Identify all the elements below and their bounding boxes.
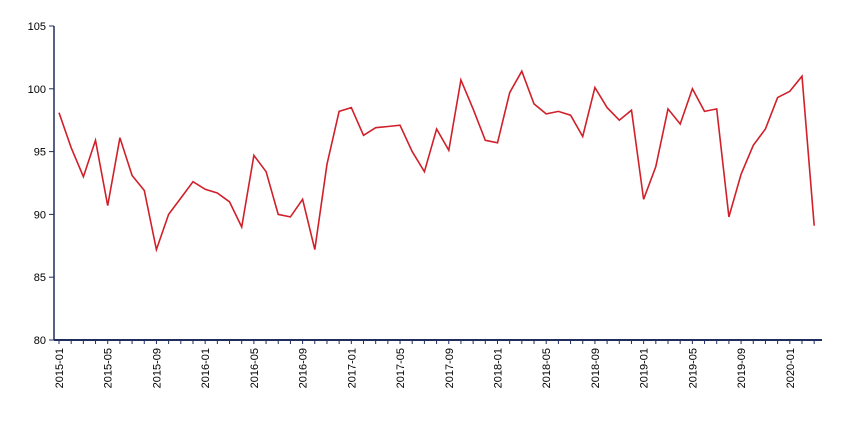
x-tick-label: 2016-09 bbox=[298, 348, 310, 388]
x-tick-label: 2019-01 bbox=[639, 348, 651, 388]
y-axis: 80 85 90 95 100 105 bbox=[28, 21, 55, 347]
x-axis: 2015-01 2015-05 2015-09 2016-01 2016-05 2016-… bbox=[54, 339, 822, 388]
x-tick-label: 2015-01 bbox=[54, 348, 66, 388]
y-tick-label: 80 bbox=[34, 335, 46, 347]
y-tick-label: 85 bbox=[34, 272, 46, 284]
x-tick-label: 2020-01 bbox=[785, 348, 797, 388]
x-tick-label: 2015-05 bbox=[103, 348, 115, 388]
x-tick-label: 2018-05 bbox=[541, 348, 553, 388]
y-tick-label: 100 bbox=[28, 84, 46, 96]
x-tick-label: 2019-09 bbox=[736, 348, 748, 388]
series-layer bbox=[58, 69, 815, 253]
y-tick-label: 90 bbox=[34, 209, 46, 221]
y-tick-label: 105 bbox=[28, 21, 46, 33]
x-tick-label: 2015-09 bbox=[151, 348, 163, 388]
x-tick-label: 2019-05 bbox=[687, 348, 699, 388]
x-tick-label: 2017-09 bbox=[444, 348, 456, 388]
series-line bbox=[58, 69, 815, 253]
x-tick-label: 2017-05 bbox=[395, 348, 407, 388]
x-tick-label: 2016-01 bbox=[200, 348, 212, 388]
x-tick-label: 2018-01 bbox=[492, 348, 504, 388]
x-tick-label: 2017-01 bbox=[346, 348, 358, 388]
x-tick-label: 2018-09 bbox=[590, 348, 602, 388]
y-tick-label: 95 bbox=[34, 147, 46, 159]
x-tick-label: 2016-05 bbox=[249, 348, 261, 388]
